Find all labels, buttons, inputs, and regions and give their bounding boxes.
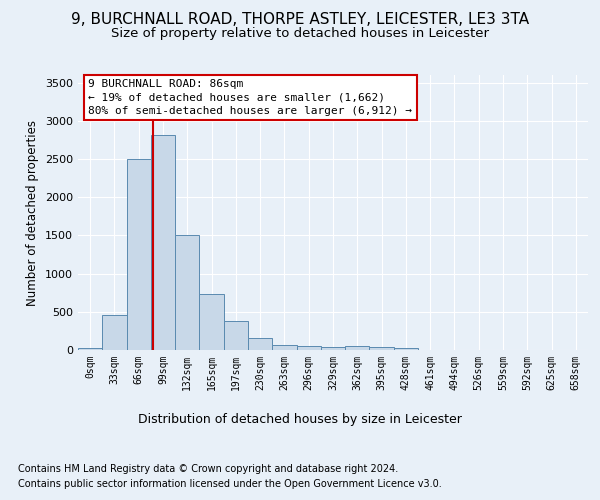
Bar (370, 348, 394, 350)
Bar (151, 134, 175, 350)
Text: 9, BURCHNALL ROAD, THORPE ASTLEY, LEICESTER, LE3 3TA: 9, BURCHNALL ROAD, THORPE ASTLEY, LEICES… (71, 12, 529, 28)
Text: 9 BURCHNALL ROAD: 86sqm
← 19% of detached houses are smaller (1,662)
80% of semi: 9 BURCHNALL ROAD: 86sqm ← 19% of detache… (88, 79, 412, 116)
Bar (272, 344, 296, 350)
Bar (248, 338, 272, 350)
Text: Contains HM Land Registry data © Crown copyright and database right 2024.: Contains HM Land Registry data © Crown c… (18, 464, 398, 474)
Bar (127, 159, 151, 350)
Y-axis label: Number of detached properties: Number of detached properties (26, 120, 40, 306)
Bar (296, 346, 321, 350)
Bar (224, 320, 248, 350)
Bar (321, 347, 345, 350)
Bar (394, 348, 418, 350)
Bar (199, 294, 224, 350)
Text: Distribution of detached houses by size in Leicester: Distribution of detached houses by size … (138, 412, 462, 426)
Bar (102, 315, 127, 350)
Bar (78, 348, 102, 350)
Text: Contains public sector information licensed under the Open Government Licence v3: Contains public sector information licen… (18, 479, 442, 489)
Text: Size of property relative to detached houses in Leicester: Size of property relative to detached ho… (111, 28, 489, 40)
Bar (345, 346, 370, 350)
Bar (175, 236, 199, 350)
